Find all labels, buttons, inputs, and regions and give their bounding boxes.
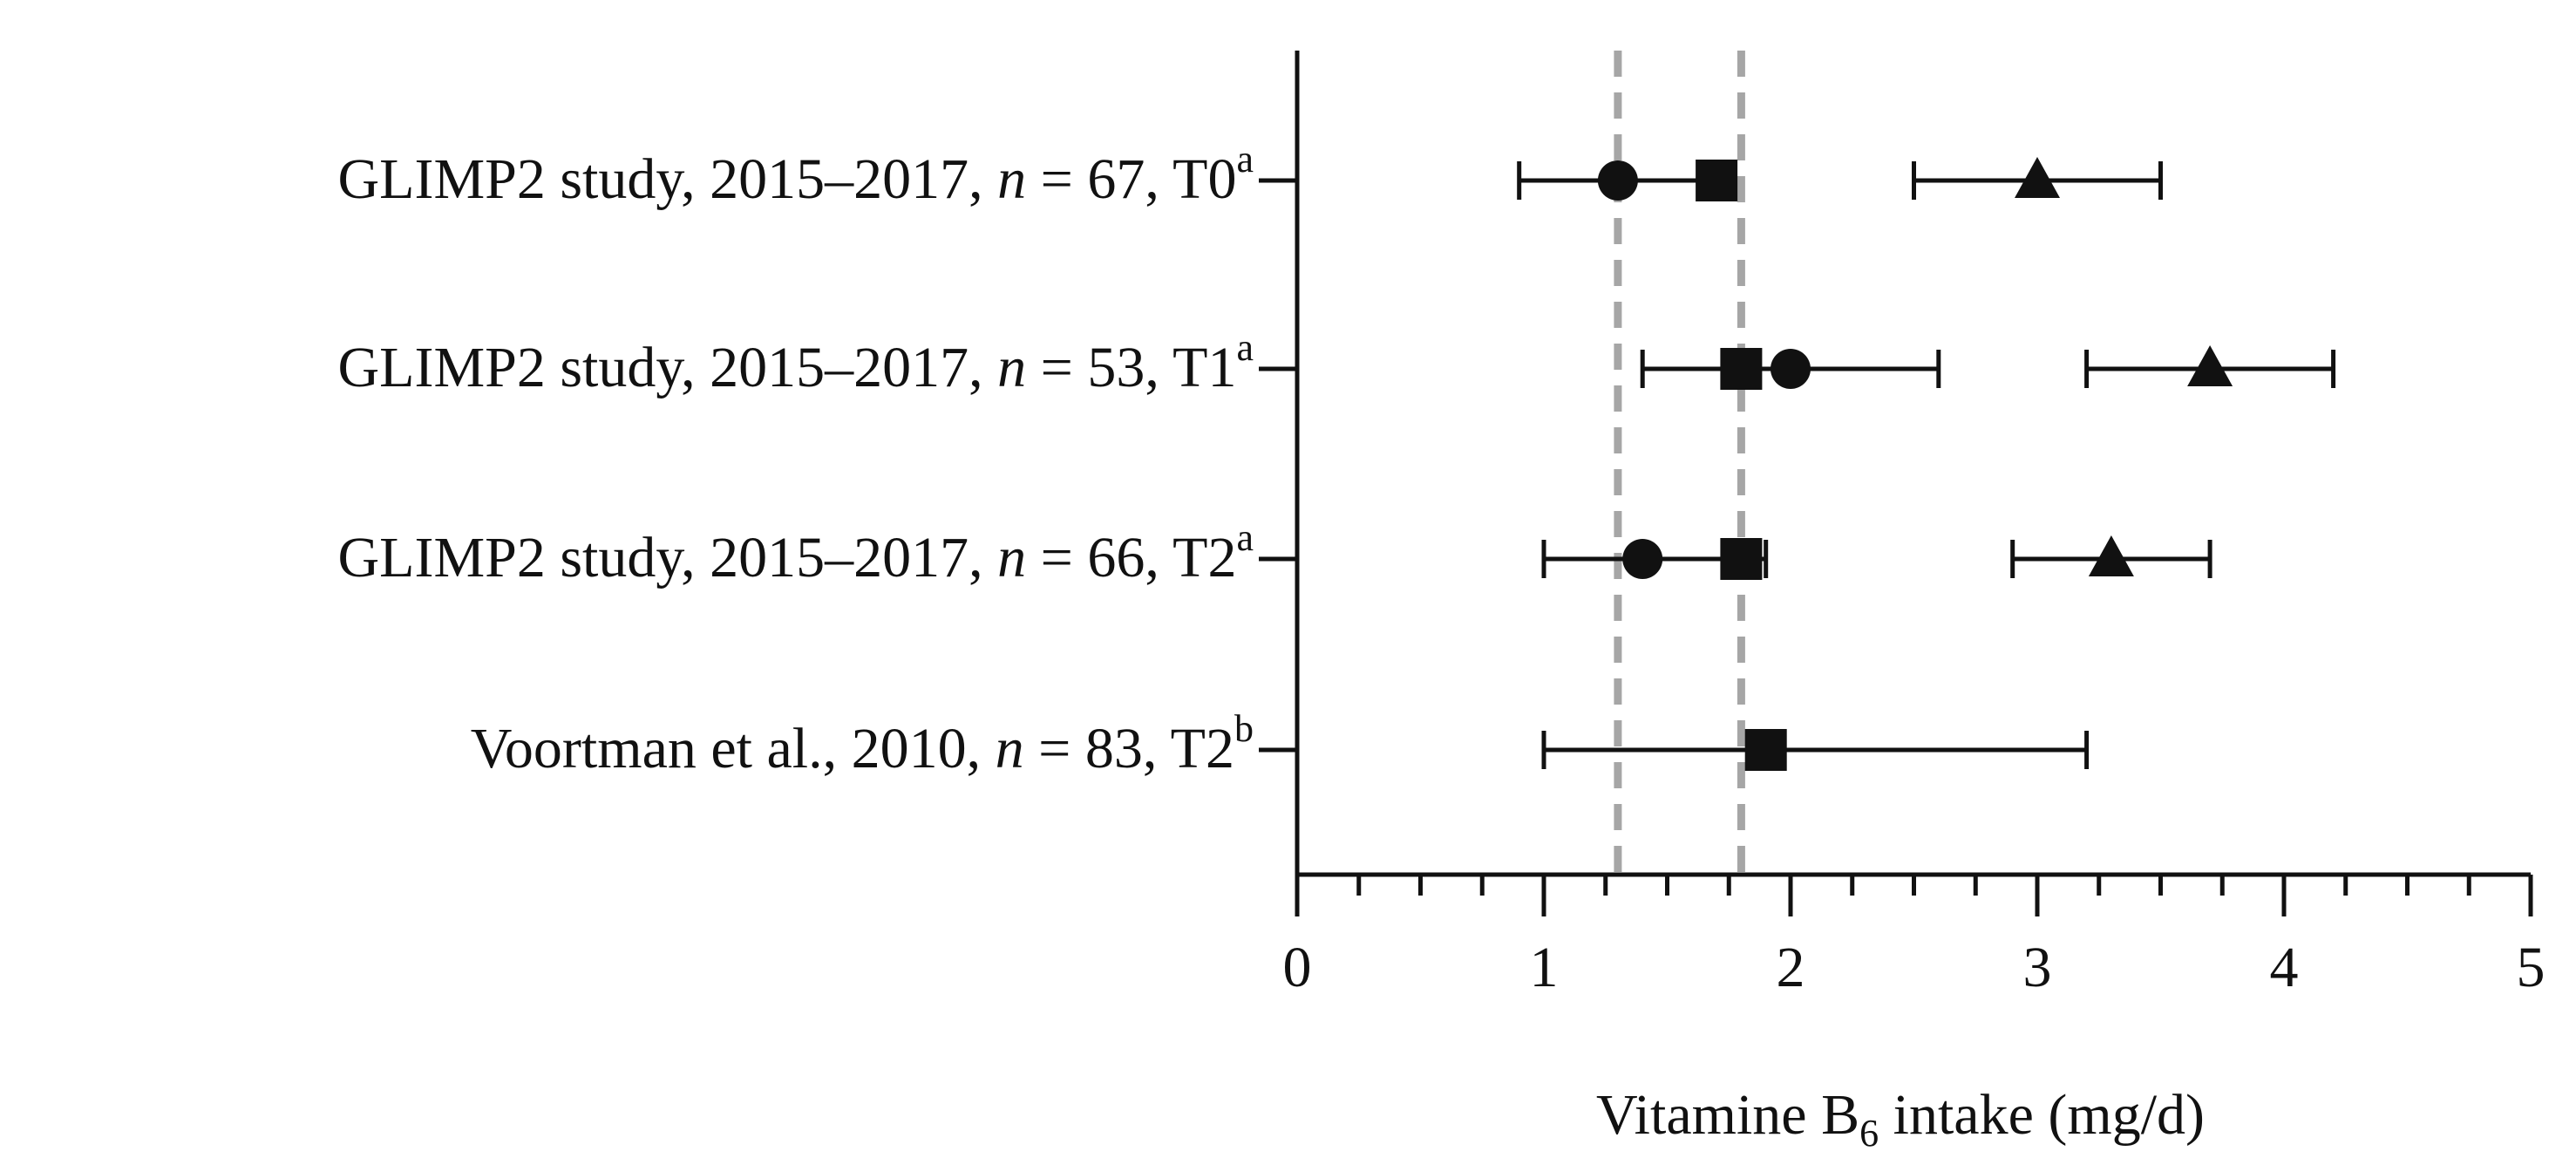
- error-bar-square: [1541, 731, 2090, 769]
- x-tick-label: 4: [2270, 936, 2299, 999]
- row-label-mid: = 66, T2: [1026, 526, 1236, 589]
- x-axis-title-subscript: 6: [1859, 1112, 1879, 1155]
- x-axis-title: Vitamine B6 intake (mg/d): [1596, 1083, 2205, 1155]
- row-label-prefix: GLIMP2 study, 2015–2017,: [338, 147, 998, 211]
- x-tick-label: 2: [1777, 936, 1805, 999]
- circle-marker: [1622, 539, 1663, 579]
- square-marker: [1720, 538, 1763, 580]
- row-label-prefix: GLIMP2 study, 2015–2017,: [338, 526, 998, 589]
- triangle-marker: [2187, 345, 2233, 386]
- square-marker: [1720, 348, 1763, 390]
- x-tick-label: 1: [1530, 936, 1559, 999]
- row-label-superscript: a: [1236, 138, 1254, 181]
- row-label-superscript: a: [1236, 516, 1254, 559]
- x-tick-label: 3: [2023, 936, 2052, 999]
- row-label-mid: = 67, T0: [1026, 147, 1236, 211]
- data-marks: [1517, 157, 2336, 771]
- row-label-n: n: [997, 526, 1026, 589]
- row-label-n: n: [997, 336, 1026, 399]
- row-label: GLIMP2 study, 2015–2017, n = 67, T0a: [338, 138, 1254, 211]
- triangle-marker: [2015, 157, 2060, 198]
- square-marker: [1696, 160, 1738, 201]
- circle-marker: [1771, 349, 1811, 389]
- row-label-superscript: a: [1236, 326, 1254, 369]
- row-label-mid: = 83, T2: [1024, 717, 1234, 780]
- square-marker: [1744, 729, 1787, 771]
- row-label-prefix: Voortman et al., 2010,: [471, 717, 996, 780]
- x-axis-title-rest: intake (mg/d): [1879, 1083, 2205, 1147]
- x-tick-label: 5: [2517, 936, 2545, 999]
- row-label-n: n: [996, 717, 1024, 780]
- row-labels: GLIMP2 study, 2015–2017, n = 67, T0aGLIM…: [338, 138, 1297, 780]
- row-label: GLIMP2 study, 2015–2017, n = 66, T2a: [338, 516, 1254, 589]
- row-label-prefix: GLIMP2 study, 2015–2017,: [338, 336, 998, 399]
- row-label-n: n: [997, 147, 1026, 211]
- row-label: Voortman et al., 2010, n = 83, T2b: [471, 707, 1254, 780]
- x-axis-title-main: Vitamine B: [1596, 1083, 1859, 1147]
- triangle-marker: [2088, 535, 2134, 576]
- circle-marker: [1597, 160, 1638, 201]
- row-label: GLIMP2 study, 2015–2017, n = 53, T1a: [338, 326, 1254, 399]
- row-label-mid: = 53, T1: [1026, 336, 1236, 399]
- row-label-superscript: b: [1234, 707, 1254, 750]
- x-ticks: 0 1 2 3 4 5: [1283, 875, 2545, 999]
- x-tick-label: 0: [1283, 936, 1312, 999]
